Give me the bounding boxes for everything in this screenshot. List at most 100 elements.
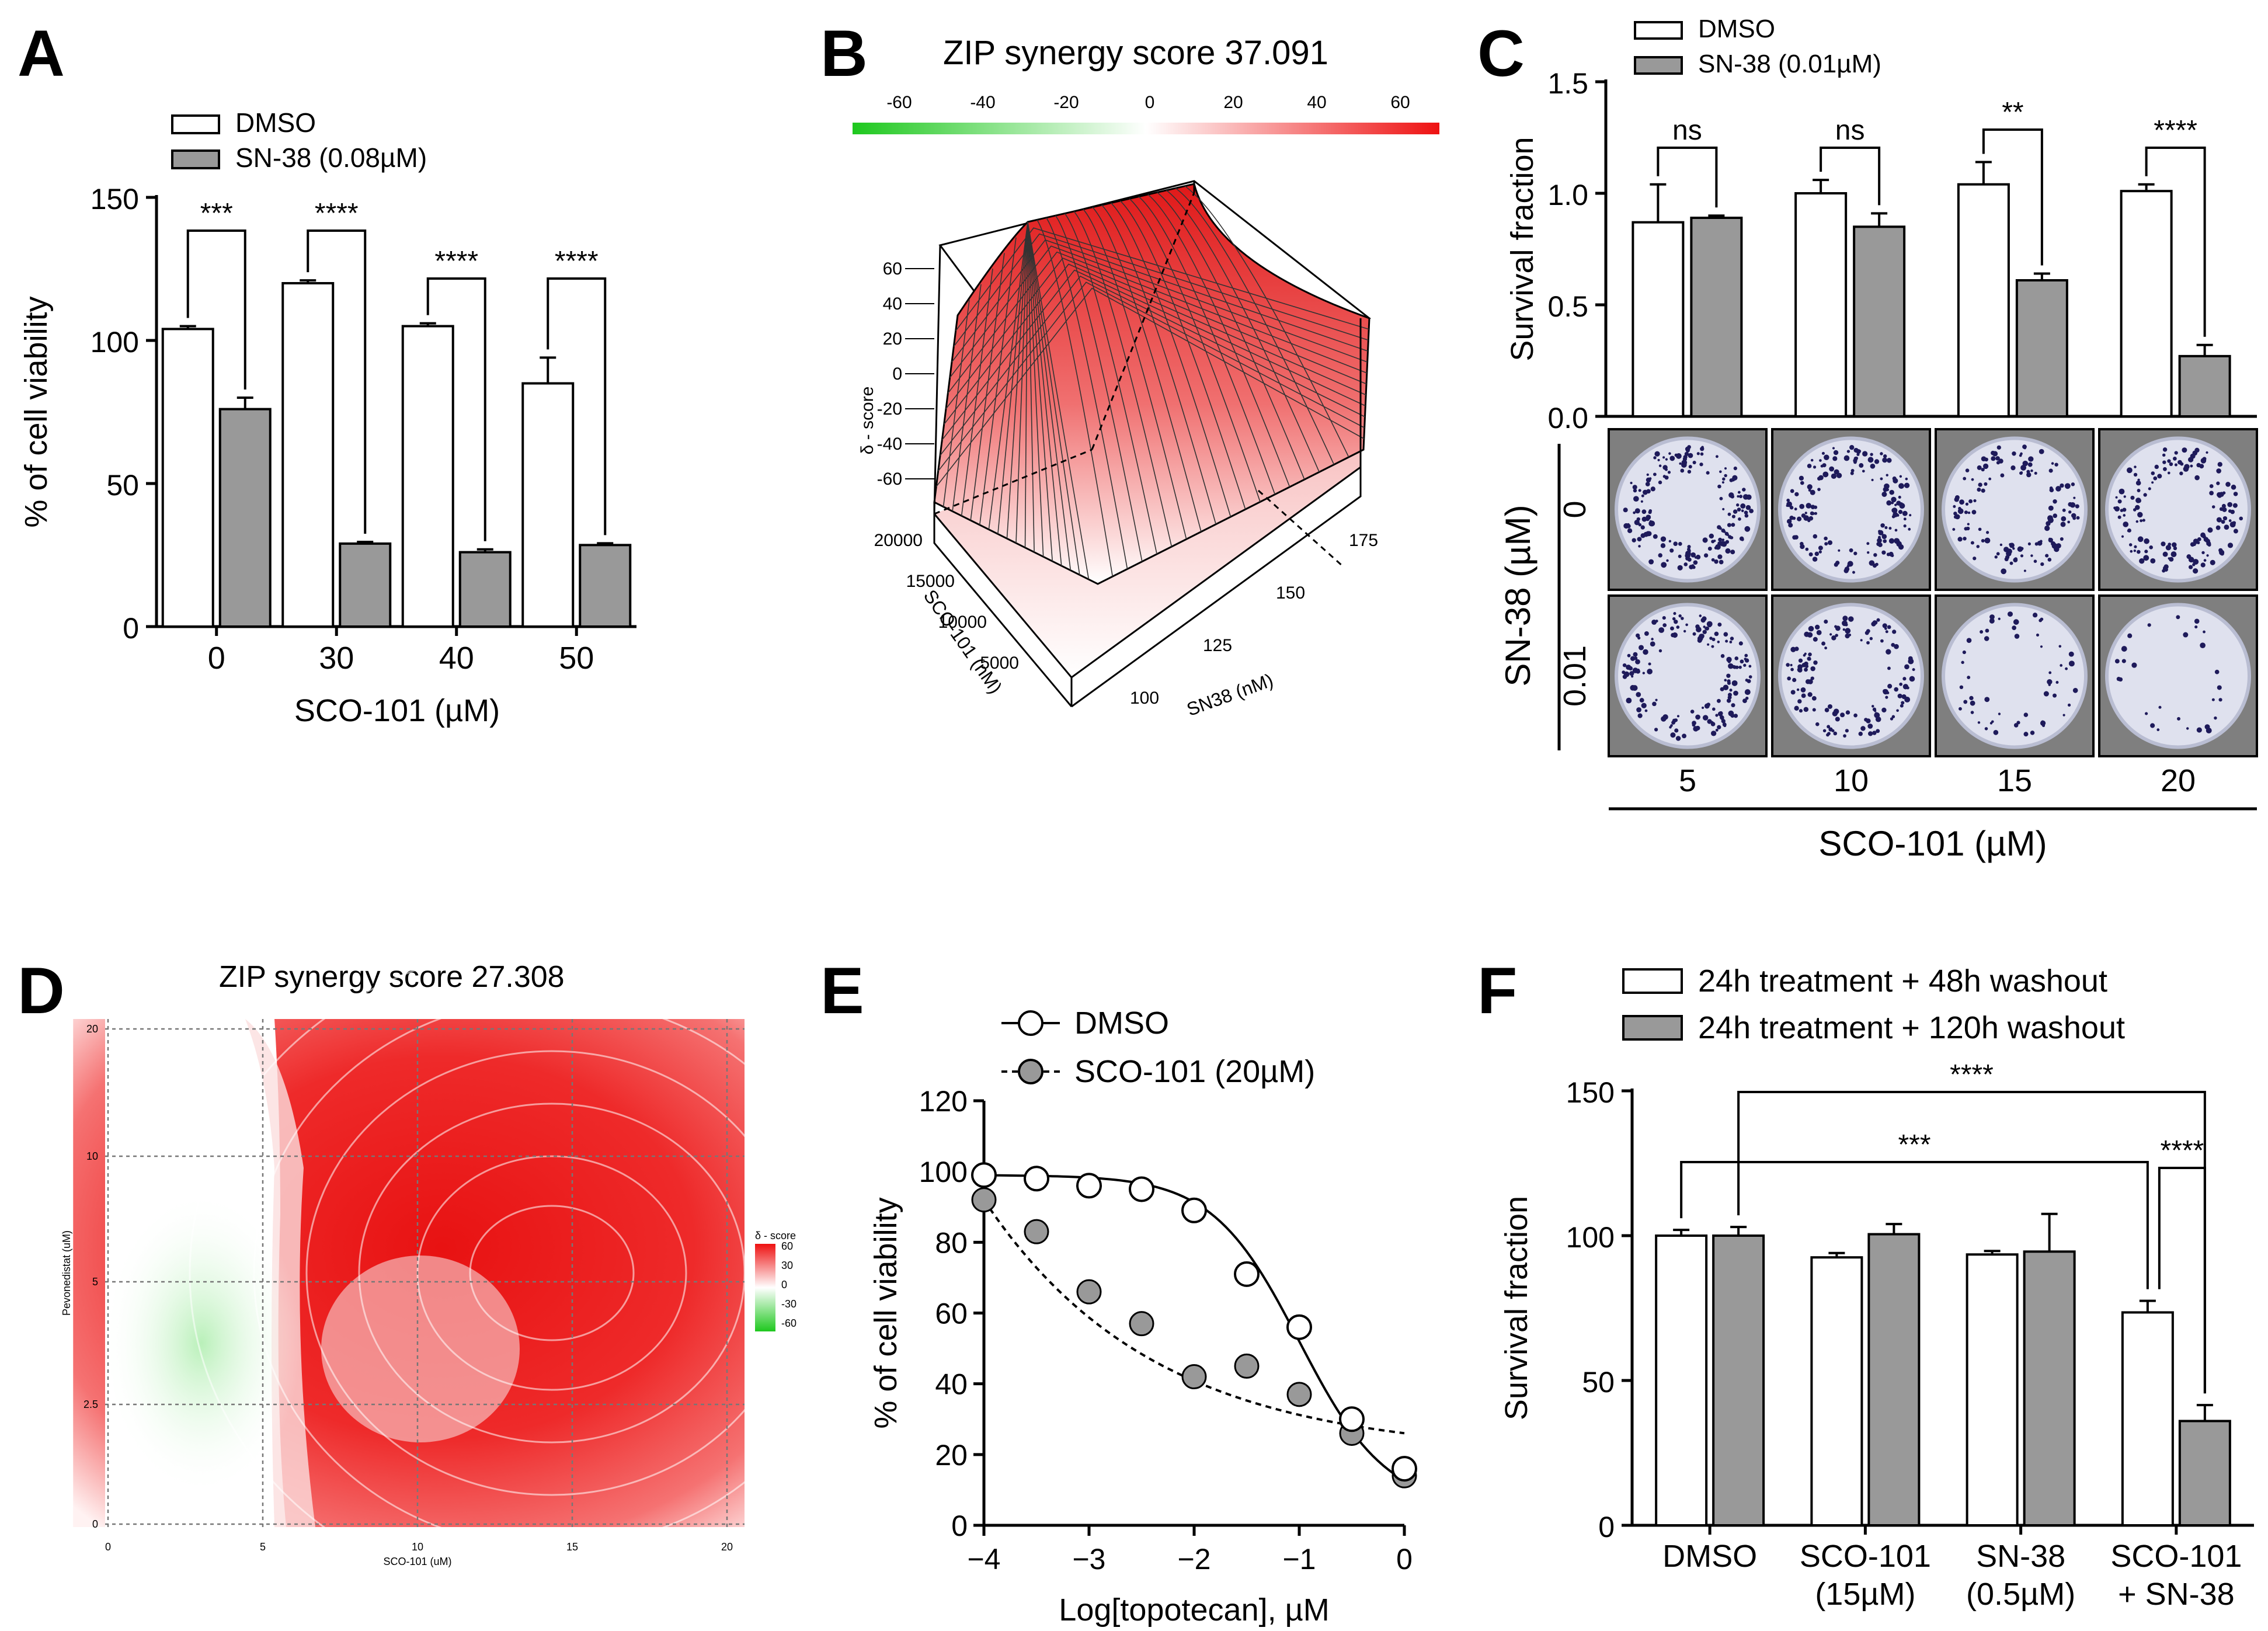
colony-dot <box>1642 672 1645 674</box>
colony-dot <box>1906 686 1909 690</box>
colony-dot <box>2023 445 2027 449</box>
colony-dot <box>1633 652 1638 657</box>
colony-dot <box>1988 477 1992 481</box>
colony-dot <box>2162 447 2168 452</box>
surface-gridline-b <box>1015 221 1028 544</box>
colony-dot <box>2203 559 2207 562</box>
point-dmso <box>1234 1261 1260 1287</box>
colony-dot <box>2225 482 2231 487</box>
colony-dot <box>2134 465 2137 468</box>
bar-F-trt <box>2023 1250 2076 1527</box>
colony-dot <box>1967 523 1970 526</box>
surface-gridline-b <box>1027 221 1062 566</box>
colony-dot <box>2004 557 2009 562</box>
point-sco101 <box>1181 1364 1207 1390</box>
point-dmso <box>1286 1314 1312 1340</box>
legend-f: 24h treatment + 48h washout 24h treatment… <box>1622 964 2125 1045</box>
colony-dot <box>1800 687 1806 693</box>
colony-dot <box>1886 552 1890 557</box>
colony-dot <box>2122 646 2126 651</box>
colony-dot <box>1675 453 1682 459</box>
bar-F-trt <box>1867 1233 1921 1527</box>
colony-dot <box>1699 634 1705 639</box>
colony-dot <box>1674 728 1679 733</box>
colony-dot <box>1687 470 1692 474</box>
colony-dot <box>1821 451 1825 455</box>
bar-C-ctrl <box>2120 190 2173 418</box>
sig-label-c: **** <box>2154 115 2197 146</box>
colony-dot <box>1744 513 1749 518</box>
colony-dot <box>1883 454 1887 458</box>
colony-dot <box>1733 466 1737 471</box>
colony-dot <box>1807 484 1813 490</box>
colony-dot <box>1977 721 1981 724</box>
error-bar-F <box>1828 1251 1845 1258</box>
colony-dot <box>1996 552 2000 556</box>
x-tick-label-F: SN-38 <box>1976 1539 2065 1574</box>
colony-dot <box>2135 480 2141 486</box>
colony-dot <box>1808 652 1812 656</box>
colony-dot <box>2020 554 2024 558</box>
colony-dot <box>2216 481 2220 485</box>
colony-dot <box>1869 637 1873 641</box>
colony-dot <box>1638 545 1641 548</box>
colony-dot <box>1888 527 1892 530</box>
colony-dot <box>1850 468 1855 472</box>
error-bar-C <box>2196 343 2213 356</box>
colony-dot <box>1710 731 1717 736</box>
colony-dot <box>1998 617 2001 620</box>
error-bar-A <box>300 279 316 283</box>
colony-dot <box>2062 714 2065 717</box>
colony-dot <box>1959 707 1962 711</box>
y-tick-label-e: 60 <box>935 1298 968 1330</box>
colony-dot <box>1843 734 1846 738</box>
colony-dot <box>2134 545 2137 548</box>
panel-b-title: ZIP synergy score 37.091 <box>943 34 1328 72</box>
colony-dot <box>1692 632 1696 636</box>
colony-dot <box>1887 625 1891 630</box>
colony-dot <box>2137 512 2143 518</box>
colony-dot <box>2196 462 2201 468</box>
x-tick-label-c: 20 <box>2161 763 2196 798</box>
colony-dot <box>2023 712 2029 717</box>
colony-dot <box>1738 665 1742 669</box>
colony-dot <box>1678 614 1682 618</box>
colony-dot <box>2053 693 2057 698</box>
colony-dot <box>2115 496 2118 499</box>
legend-title-d: δ - score <box>755 1230 796 1241</box>
colony-dot <box>2222 491 2226 495</box>
colony-dot <box>1898 510 1903 514</box>
colony-dot <box>2214 716 2217 720</box>
colony-dot <box>1789 516 1794 520</box>
colony-dot <box>2053 499 2057 504</box>
colony-dot <box>1745 696 1749 700</box>
colony-dot <box>1635 508 1640 513</box>
colony-dot <box>1744 526 1751 532</box>
x2-tick-label-b: 175 <box>1349 531 1378 550</box>
colony-dot <box>1721 538 1725 541</box>
sig-label-f: **** <box>2161 1135 2204 1166</box>
colony-dot <box>1680 468 1685 473</box>
colony-dot <box>1898 495 1901 499</box>
colony-dot <box>1849 445 1855 450</box>
colony-dot <box>1878 530 1884 535</box>
colony-dot <box>1805 679 1811 684</box>
colony-dot <box>2033 559 2037 563</box>
y-axis-label-F: Survival fraction <box>1499 1196 1534 1420</box>
colony-dot <box>2239 516 2243 521</box>
colony-dot <box>1842 615 1848 621</box>
colony-dot <box>1679 462 1682 465</box>
colony-dot <box>1690 710 1695 714</box>
colony-dot <box>2055 486 2061 492</box>
colony-dot <box>1744 653 1748 658</box>
colony-dot <box>1705 626 1709 631</box>
colony-dot <box>1643 649 1648 655</box>
colony-dot <box>2232 503 2238 508</box>
error-bar-A <box>179 325 196 329</box>
sig-bracket-c <box>2145 147 2206 337</box>
colony-dot <box>1729 688 1733 692</box>
colony-dot <box>1890 717 1894 721</box>
colony-dot <box>1730 637 1734 641</box>
colony-dot <box>1964 510 1968 514</box>
